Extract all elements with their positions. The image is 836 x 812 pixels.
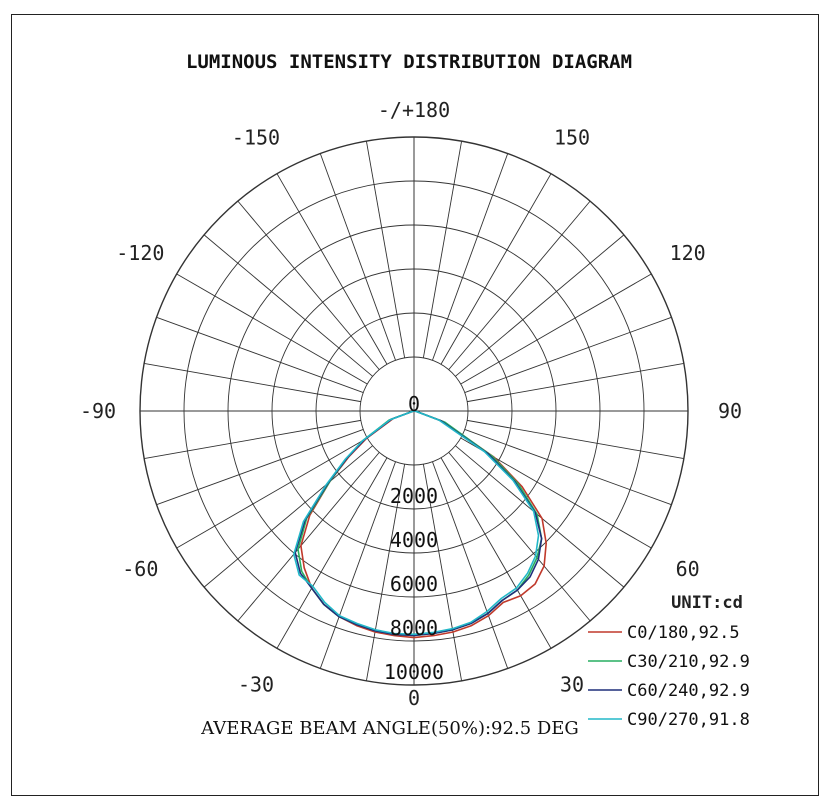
grid-spoke: [460, 273, 652, 385]
legend-label: C90/270,91.8: [627, 710, 750, 730]
grid-spoke: [455, 234, 625, 377]
radial-tick-label: 6000: [390, 572, 438, 596]
grid-spoke: [237, 200, 380, 370]
grid-spoke: [319, 153, 396, 361]
grid-spoke: [365, 141, 406, 358]
grid-spoke: [203, 234, 373, 377]
grid-spoke: [422, 464, 463, 681]
angle-label: -90: [80, 399, 116, 423]
grid-spoke: [203, 445, 373, 588]
angle-label: 30: [560, 673, 584, 697]
angle-label: 150: [554, 125, 590, 149]
grid-spoke: [176, 273, 368, 385]
intensity-curves: [293, 410, 547, 639]
radial-tick-label: 0: [408, 392, 420, 416]
legend-label: C30/210,92.9: [627, 652, 750, 672]
grid-spoke: [467, 419, 684, 460]
angle-label: -/+180: [378, 98, 450, 122]
grid-spoke: [156, 429, 364, 506]
radial-tick-label: 10000: [384, 660, 444, 684]
legend-label: C0/180,92.5: [627, 623, 740, 643]
angle-label: -150: [232, 125, 280, 149]
grid-spoke: [440, 457, 552, 649]
angle-label: 90: [718, 399, 742, 423]
grid-spoke: [432, 153, 509, 361]
grid-spoke: [276, 457, 388, 649]
grid-spoke: [319, 461, 396, 669]
grid-spoke: [448, 452, 591, 622]
grid-spoke: [156, 316, 364, 393]
angle-label: -30: [238, 673, 274, 697]
radial-tick-label: 4000: [390, 528, 438, 552]
grid-spoke: [365, 464, 406, 681]
radial-tick-label: 2000: [390, 484, 438, 508]
angle-labels: -/+180 150 -150 120 -120 90 -90 60 -60 30 -30 0: [80, 98, 742, 710]
grid-spoke: [440, 173, 552, 365]
angle-label: 120: [670, 241, 706, 265]
radial-tick-labels: 0 2000 4000 6000 8000 10000: [384, 392, 444, 684]
grid-spoke: [464, 429, 672, 506]
angle-label: -120: [116, 241, 164, 265]
grid-spoke: [464, 316, 672, 393]
legend: C0/180,92.5 C30/210,92.9 C60/240,92.9 C90/2…: [588, 623, 750, 730]
grid-spoke: [467, 362, 684, 403]
legend-label: C60/240,92.9: [627, 681, 750, 701]
grid-spoke: [144, 362, 361, 403]
angle-label: 60: [676, 557, 700, 581]
series-curve: [293, 410, 540, 636]
angle-label: -60: [122, 557, 158, 581]
angle-label: 0: [408, 686, 420, 710]
grid-spoke: [422, 141, 463, 358]
chart-title: LUMINOUS INTENSITY DISTRIBUTION DIAGRAM: [186, 51, 632, 73]
unit-label: UNIT:cd: [671, 593, 743, 613]
grid-spoke: [237, 452, 380, 622]
grid-spoke: [276, 173, 388, 365]
beam-angle-footer: AVERAGE BEAM ANGLE(50%):92.5 DEG: [200, 718, 579, 739]
grid-spoke: [455, 445, 625, 588]
chart-frame: [11, 14, 819, 796]
grid-spoke: [176, 437, 368, 549]
radial-tick-label: 8000: [390, 616, 438, 640]
grid-spoke: [144, 419, 361, 460]
grid-spoke: [432, 461, 509, 669]
grid-spoke: [448, 200, 591, 370]
